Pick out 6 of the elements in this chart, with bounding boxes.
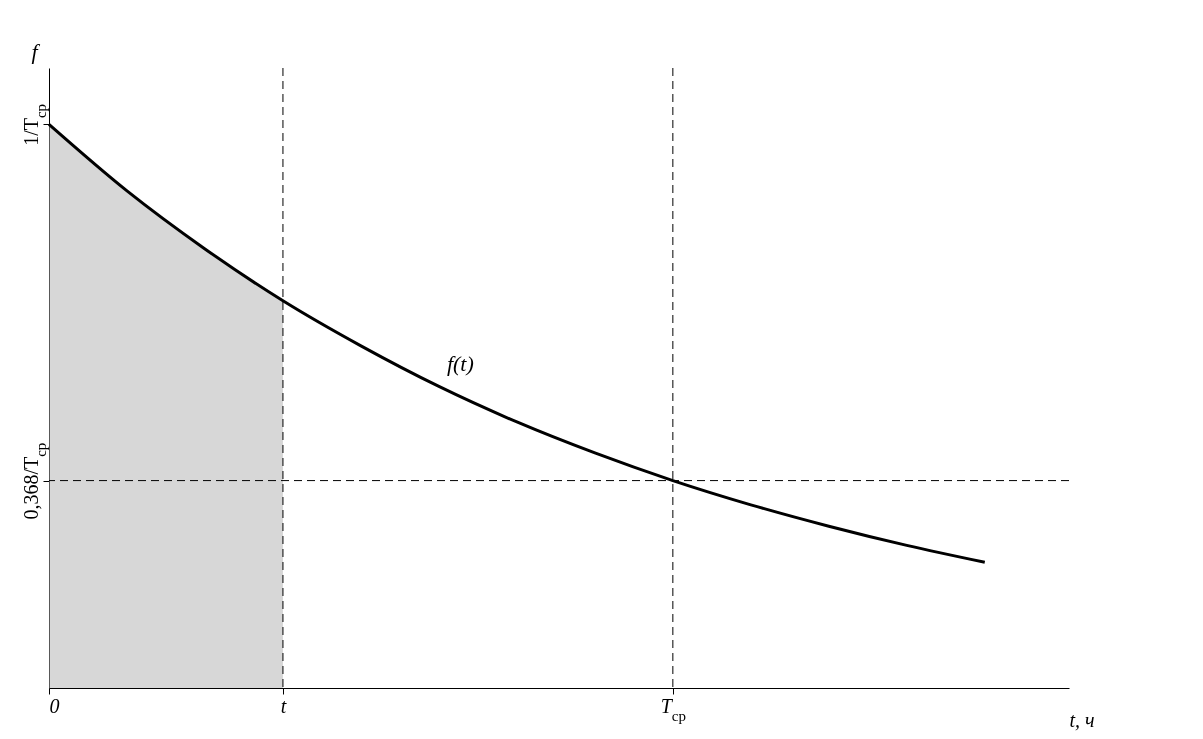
x-tick-label: t [280, 694, 287, 717]
x-tick-label: T$_{ср}$ [660, 694, 686, 724]
x-tick-label: 0 [49, 694, 60, 717]
y-axis-title: f [31, 38, 41, 64]
annotation: f(t) [446, 351, 474, 377]
x-axis-title: t, ч [1069, 708, 1095, 731]
